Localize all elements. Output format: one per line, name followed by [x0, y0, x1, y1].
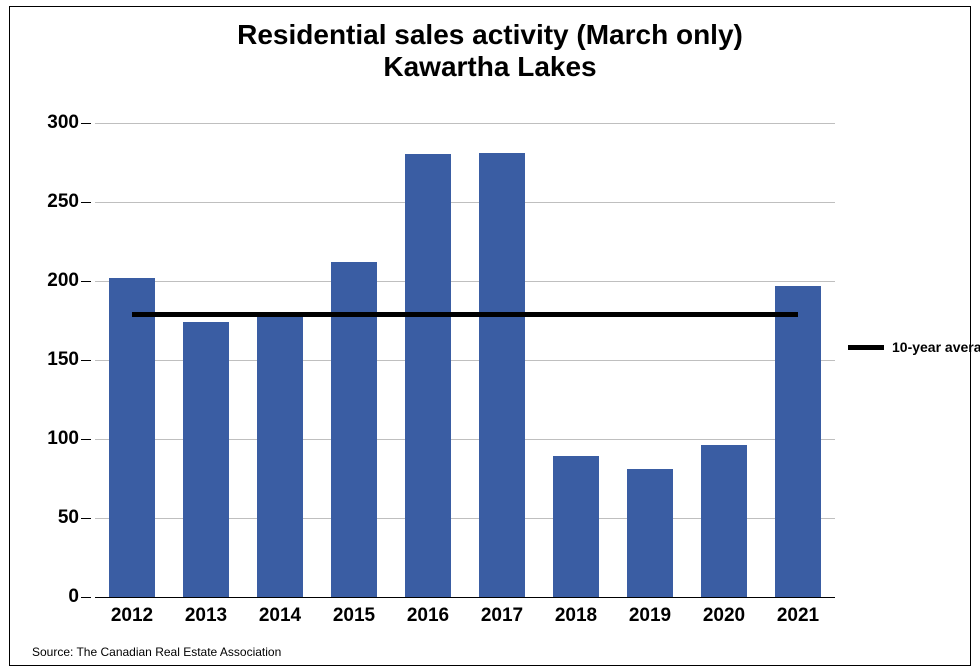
chart-title: Residential sales activity (March only) …	[10, 19, 970, 83]
y-axis-tick	[81, 439, 91, 440]
y-axis-tick	[81, 518, 91, 519]
legend-line-swatch	[848, 345, 884, 350]
bar	[479, 153, 525, 597]
x-axis-tick-label: 2013	[185, 605, 227, 627]
y-axis-tick-label: 150	[47, 349, 79, 371]
grid-line	[95, 202, 835, 203]
x-axis-tick-label: 2018	[555, 605, 597, 627]
y-axis-tick-label: 250	[47, 191, 79, 213]
bar	[257, 316, 303, 597]
y-axis-tick	[81, 123, 91, 124]
x-axis-tick-label: 2016	[407, 605, 449, 627]
bar	[701, 445, 747, 597]
y-axis-tick	[81, 281, 91, 282]
x-axis-tick-label: 2019	[629, 605, 671, 627]
y-axis-tick	[81, 202, 91, 203]
y-axis-tick-label: 100	[47, 428, 79, 450]
ten-year-average-line	[132, 312, 798, 317]
bar	[553, 456, 599, 597]
source-attribution: Source: The Canadian Real Estate Associa…	[32, 645, 281, 659]
bar	[627, 469, 673, 597]
plot-area: 0501001502002503002012201320142015201620…	[95, 107, 835, 598]
bar	[405, 154, 451, 597]
y-axis-tick-label: 200	[47, 270, 79, 292]
y-axis-tick-label: 50	[58, 507, 79, 529]
x-axis-tick-label: 2021	[777, 605, 819, 627]
x-axis-tick-label: 2012	[111, 605, 153, 627]
y-axis-tick	[81, 597, 91, 598]
legend-label: 10-year average	[892, 339, 980, 355]
grid-line	[95, 123, 835, 124]
grid-line	[95, 281, 835, 282]
x-axis-tick-label: 2014	[259, 605, 301, 627]
bar	[109, 278, 155, 597]
y-axis-tick-label: 300	[47, 112, 79, 134]
bar	[775, 286, 821, 597]
x-axis-tick-label: 2015	[333, 605, 375, 627]
title-line-2: Kawartha Lakes	[383, 51, 596, 82]
y-axis-tick	[81, 360, 91, 361]
title-line-1: Residential sales activity (March only)	[237, 19, 743, 50]
chart-frame: Residential sales activity (March only) …	[9, 6, 971, 666]
bar	[183, 322, 229, 597]
y-axis-tick-label: 0	[68, 586, 79, 608]
x-axis-tick-label: 2017	[481, 605, 523, 627]
x-axis-tick-label: 2020	[703, 605, 745, 627]
legend: 10-year average	[848, 339, 980, 355]
